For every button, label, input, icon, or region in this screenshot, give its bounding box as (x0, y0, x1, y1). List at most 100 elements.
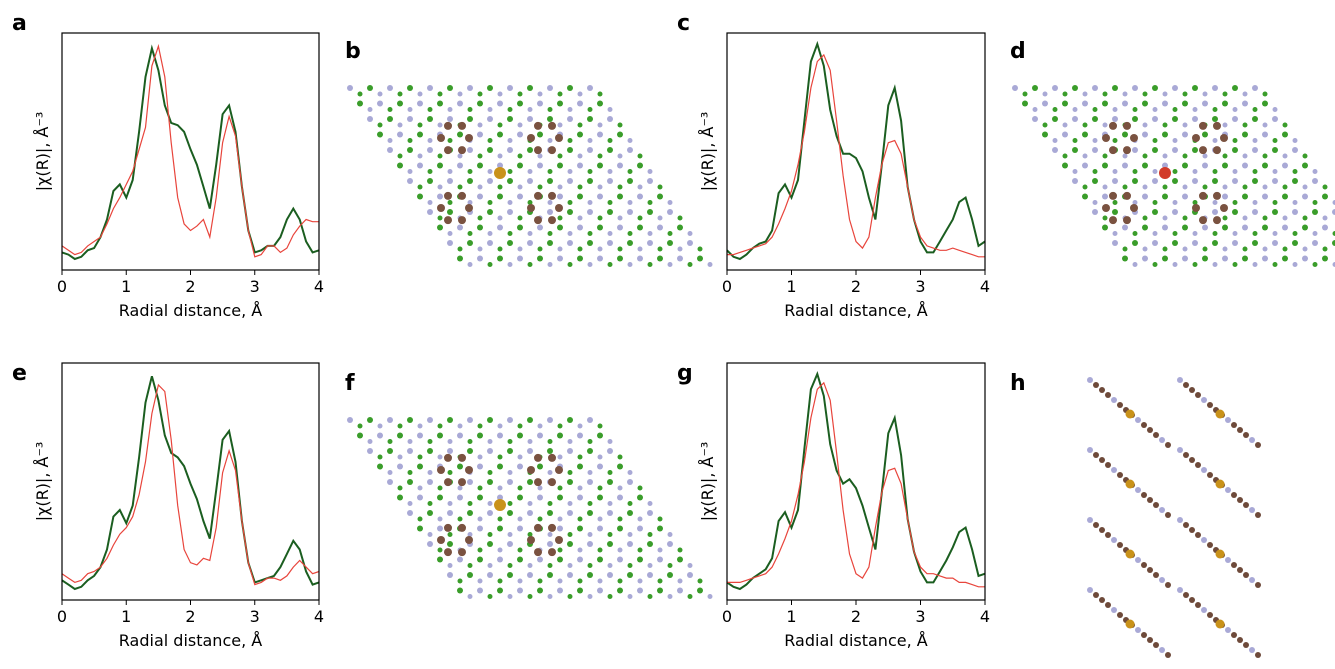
atom (437, 526, 443, 532)
atom (465, 204, 473, 212)
atom (1183, 216, 1188, 221)
atom (607, 240, 613, 246)
atom (547, 510, 553, 516)
atom (1273, 262, 1278, 267)
atom (1087, 447, 1093, 453)
atom (438, 154, 443, 159)
atom (547, 417, 553, 423)
atom (428, 470, 433, 475)
atom (418, 517, 423, 522)
atom (1292, 178, 1298, 184)
atom (1312, 209, 1318, 215)
atom (478, 424, 483, 429)
x-tick-label: 1 (786, 607, 796, 626)
atom (417, 495, 423, 501)
atom (458, 478, 466, 486)
atom (698, 247, 703, 252)
atom (467, 448, 473, 454)
atom (494, 499, 506, 511)
atom (538, 517, 543, 522)
atom (1303, 154, 1308, 159)
atom (577, 163, 583, 169)
atom (1273, 138, 1278, 143)
atom (1201, 537, 1207, 543)
atom (448, 231, 453, 236)
atom (458, 486, 463, 491)
atom (567, 448, 573, 454)
atom (548, 501, 553, 506)
atom (1122, 225, 1128, 231)
atom (607, 572, 613, 578)
atom (658, 247, 663, 252)
atom (667, 572, 673, 578)
x-tick-label: 2 (851, 277, 861, 296)
atom (688, 231, 693, 236)
atom (488, 200, 493, 205)
atom (568, 138, 573, 143)
atom (534, 524, 542, 532)
x-axis-label: Radial distance, Å (784, 631, 927, 650)
atom (497, 101, 503, 107)
atom (1152, 147, 1158, 153)
atom (627, 541, 633, 547)
atom (558, 123, 563, 128)
atom (677, 256, 683, 262)
atom (1165, 442, 1171, 448)
atom (547, 240, 553, 246)
atom (507, 479, 513, 485)
atom (1242, 194, 1248, 200)
atom (1153, 502, 1159, 508)
atom (1243, 572, 1249, 578)
atom (1216, 410, 1225, 419)
atom (577, 132, 583, 138)
atom (1153, 432, 1159, 438)
atom (1135, 557, 1141, 563)
atom (698, 579, 703, 584)
atom (458, 524, 466, 532)
atom (1062, 101, 1068, 107)
atom (598, 548, 603, 553)
atom (498, 216, 503, 221)
atom (1237, 567, 1243, 573)
atom (597, 101, 603, 107)
atom (458, 185, 463, 190)
atom (1222, 194, 1228, 200)
atom (1103, 154, 1108, 159)
atom (534, 146, 542, 154)
atom (488, 563, 493, 568)
atom (468, 563, 473, 568)
atom (1322, 194, 1328, 200)
atom (1123, 216, 1131, 224)
atom (1159, 437, 1165, 443)
atom (417, 163, 423, 169)
x-tick-label: 1 (121, 607, 131, 626)
atom (1133, 231, 1138, 236)
atom (488, 501, 493, 506)
atom (1189, 527, 1195, 533)
atom (398, 424, 403, 429)
atom (517, 101, 523, 107)
atom (1153, 107, 1158, 112)
atom (508, 470, 513, 475)
atom (527, 448, 533, 454)
atom (1272, 116, 1278, 122)
atom (458, 517, 463, 522)
atom (1122, 256, 1128, 262)
atom (467, 85, 473, 91)
atom (438, 123, 443, 128)
atom (1147, 427, 1153, 433)
atom (1141, 632, 1147, 638)
atom (397, 101, 403, 107)
atom (1252, 209, 1258, 215)
atom (538, 579, 543, 584)
atom (527, 572, 533, 578)
atom (598, 455, 603, 460)
atom (1223, 185, 1228, 190)
atom (527, 417, 533, 423)
atom (534, 216, 542, 224)
atom (388, 470, 393, 475)
atom (567, 479, 573, 485)
atom (1199, 146, 1207, 154)
atom (457, 557, 463, 563)
atom (1109, 216, 1117, 224)
